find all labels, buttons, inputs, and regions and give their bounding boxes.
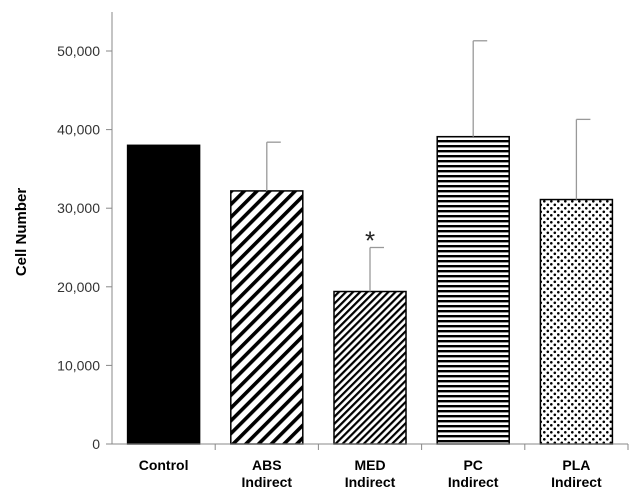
x-category-label: ABS [252, 457, 282, 473]
y-axis-title: Cell Number [13, 188, 30, 277]
y-tick-label: 20,000 [57, 279, 100, 295]
x-category-label: Indirect [448, 474, 499, 490]
annotations-group: * [365, 226, 375, 256]
y-axis-ticks: 0 10,000 20,000 30,000 40,000 50,000 [57, 43, 112, 452]
bar [333, 290, 407, 445]
y-tick-label: 30,000 [57, 200, 100, 216]
bar [436, 135, 510, 445]
y-tick-label: 0 [92, 436, 100, 452]
x-category-label: MED [354, 457, 385, 473]
significance-marker: * [365, 226, 375, 256]
error-bars-group [266, 40, 591, 292]
bar [126, 144, 201, 445]
y-tick-label: 10,000 [57, 357, 100, 373]
x-category-label: Indirect [242, 474, 293, 490]
x-category-label: PLA [562, 457, 590, 473]
bar [539, 198, 614, 445]
y-tick-label: 40,000 [57, 122, 100, 138]
x-category-label: PC [463, 457, 482, 473]
y-tick-label: 50,000 [57, 43, 100, 59]
bar [230, 190, 304, 445]
x-category-label: Control [139, 457, 189, 473]
x-category-label: Indirect [345, 474, 396, 490]
x-axis-labels: Control ABSIndirectMEDIndirectPCIndirectP… [139, 444, 629, 490]
x-category-label: Indirect [551, 474, 602, 490]
